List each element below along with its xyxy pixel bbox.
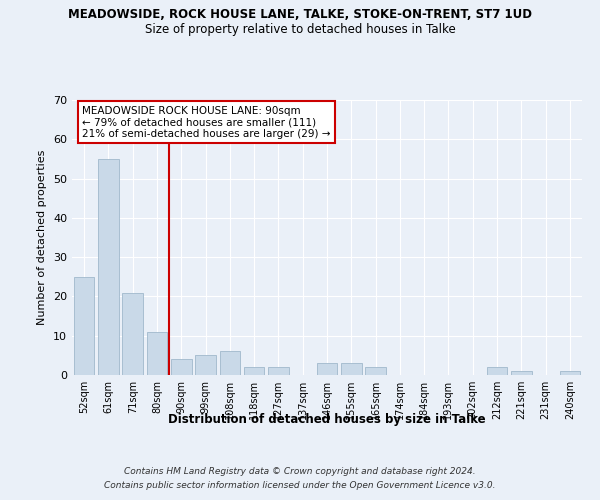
Bar	[560, 371, 580, 375]
Bar	[220, 352, 240, 375]
Bar	[341, 363, 362, 375]
Bar	[365, 367, 386, 375]
Bar	[268, 367, 289, 375]
Text: Contains HM Land Registry data © Crown copyright and database right 2024.: Contains HM Land Registry data © Crown c…	[124, 468, 476, 476]
Bar	[511, 371, 532, 375]
Text: Contains public sector information licensed under the Open Government Licence v3: Contains public sector information licen…	[104, 481, 496, 490]
Bar	[244, 367, 265, 375]
Text: MEADOWSIDE, ROCK HOUSE LANE, TALKE, STOKE-ON-TRENT, ST7 1UD: MEADOWSIDE, ROCK HOUSE LANE, TALKE, STOK…	[68, 8, 532, 20]
Y-axis label: Number of detached properties: Number of detached properties	[37, 150, 47, 325]
Bar	[487, 367, 508, 375]
Bar	[195, 356, 216, 375]
Bar	[146, 332, 167, 375]
Text: Distribution of detached houses by size in Talke: Distribution of detached houses by size …	[168, 412, 486, 426]
Bar	[122, 292, 143, 375]
Text: MEADOWSIDE ROCK HOUSE LANE: 90sqm
← 79% of detached houses are smaller (111)
21%: MEADOWSIDE ROCK HOUSE LANE: 90sqm ← 79% …	[82, 106, 331, 138]
Bar	[98, 159, 119, 375]
Bar	[317, 363, 337, 375]
Bar	[171, 360, 191, 375]
Bar	[74, 277, 94, 375]
Text: Size of property relative to detached houses in Talke: Size of property relative to detached ho…	[145, 22, 455, 36]
